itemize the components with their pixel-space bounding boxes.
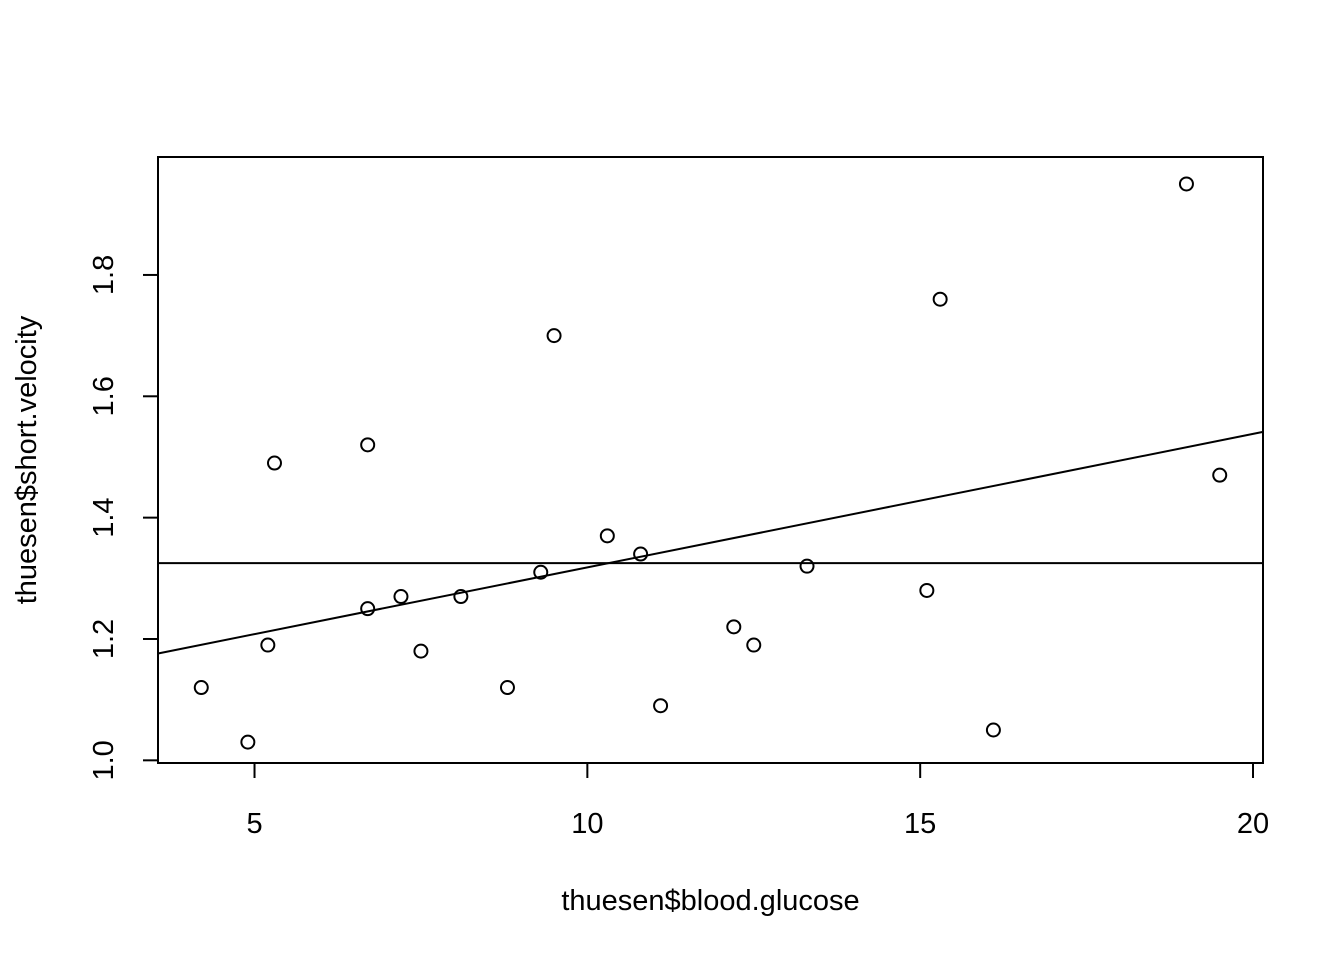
data-point	[193, 680, 209, 696]
data-points	[193, 176, 1228, 750]
y-tick-label: 1.8	[88, 255, 120, 295]
data-point	[533, 564, 549, 580]
x-tick-label: 10	[571, 808, 603, 840]
data-point	[393, 589, 409, 605]
data-point	[919, 582, 935, 598]
data-point	[453, 589, 469, 605]
x-tick-label: 20	[1237, 808, 1269, 840]
data-point	[260, 637, 276, 653]
data-point	[240, 734, 256, 750]
data-point	[499, 680, 515, 696]
data-point	[599, 528, 615, 544]
data-point	[1178, 176, 1194, 192]
data-point	[985, 722, 1001, 738]
data-point	[799, 558, 815, 574]
y-tick-label: 1.0	[88, 740, 120, 780]
data-point	[653, 698, 669, 714]
data-point	[413, 643, 429, 659]
data-point	[726, 619, 742, 635]
data-point	[932, 291, 948, 307]
regression-line	[157, 430, 1264, 655]
data-point	[360, 437, 376, 453]
data-point	[1212, 467, 1228, 483]
x-axis-label: thuesen$blood.glucose	[561, 885, 859, 917]
data-point	[266, 455, 282, 471]
data-point	[746, 637, 762, 653]
data-point	[633, 546, 649, 562]
x-axis: 5 10 15 20	[246, 762, 1269, 840]
y-axis: 1.0 1.2 1.4 1.6 1.8	[88, 255, 159, 780]
x-tick-label: 15	[904, 808, 936, 840]
plot-frame	[157, 156, 1264, 764]
y-tick-label: 1.6	[88, 376, 120, 416]
data-point	[360, 601, 376, 617]
x-tick-label: 5	[246, 808, 262, 840]
fitted-lines	[157, 430, 1264, 655]
data-point	[546, 328, 562, 344]
y-axis-label: thuesen$short.velocity	[11, 315, 43, 604]
y-tick-label: 1.4	[88, 497, 120, 537]
y-tick-label: 1.2	[88, 619, 120, 659]
